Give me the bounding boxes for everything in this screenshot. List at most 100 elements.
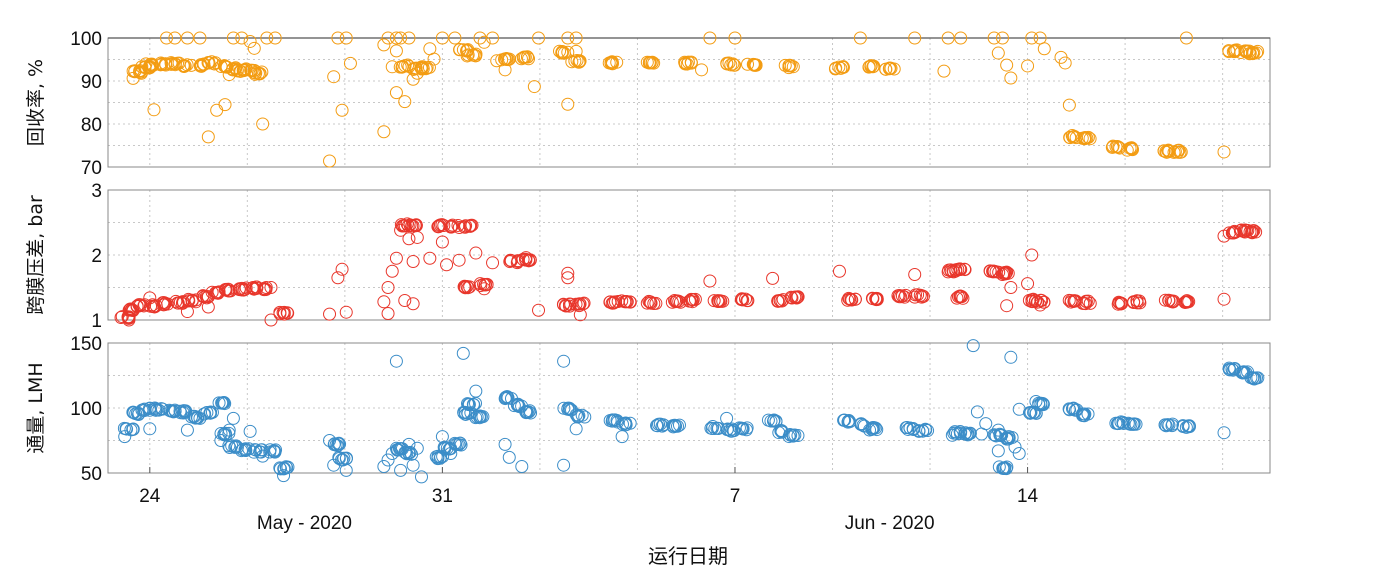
- y-tick-label: 80: [81, 115, 102, 136]
- data-point: [1012, 402, 1026, 416]
- data-point: [995, 31, 1009, 45]
- data-point: [784, 428, 798, 442]
- data-point: [532, 303, 546, 317]
- data-point: [784, 290, 798, 304]
- data-point-cluster: [1032, 396, 1050, 412]
- data-point-cluster: [615, 416, 637, 432]
- data-point-cluster: [951, 262, 972, 277]
- data-point: [332, 450, 346, 464]
- data-point: [407, 62, 421, 76]
- data-point-cluster: [992, 460, 1014, 476]
- data-point: [1126, 417, 1140, 431]
- data-point: [828, 62, 842, 76]
- data-point: [1250, 371, 1264, 385]
- data-point: [444, 219, 458, 233]
- data-point-cluster: [682, 292, 702, 309]
- data-point: [486, 256, 500, 270]
- data-point: [519, 405, 533, 419]
- data-point: [385, 264, 399, 278]
- data-point: [991, 444, 1005, 458]
- data-point: [323, 434, 337, 447]
- data-point: [782, 59, 796, 73]
- data-point: [979, 417, 993, 431]
- data-point: [726, 57, 740, 71]
- data-point: [1181, 419, 1195, 433]
- data-point: [643, 55, 657, 69]
- data-point: [1179, 420, 1193, 434]
- data-point: [222, 423, 236, 437]
- data-point: [561, 45, 575, 59]
- data-point: [215, 396, 229, 410]
- data-point-cluster: [1243, 44, 1265, 61]
- data-point: [1127, 296, 1141, 310]
- data-point-cluster: [557, 401, 579, 417]
- data-point: [739, 423, 753, 437]
- panel-frame-flux: [107, 342, 1271, 474]
- data-point: [970, 405, 984, 419]
- data-point: [1180, 294, 1194, 308]
- data-point: [615, 430, 629, 444]
- data-point-cluster: [1158, 417, 1180, 433]
- data-point: [189, 411, 203, 425]
- data-point-cluster: [640, 294, 663, 311]
- data-point-cluster: [950, 289, 970, 305]
- data-point: [223, 440, 237, 454]
- data-point: [389, 44, 403, 58]
- data-point: [331, 437, 345, 451]
- data-point: [377, 125, 391, 139]
- data-point: [343, 56, 357, 70]
- data-point: [903, 421, 917, 435]
- data-point: [668, 419, 682, 433]
- data-point: [406, 255, 420, 268]
- data-point: [915, 290, 929, 304]
- data-point: [557, 354, 571, 368]
- data-point: [706, 420, 720, 434]
- data-point-cluster: [448, 436, 468, 452]
- data-point: [749, 58, 763, 72]
- data-point: [937, 64, 951, 78]
- data-point: [118, 430, 132, 444]
- data-point: [201, 130, 215, 144]
- data-point-cluster: [732, 421, 754, 437]
- x-month-label: Jun - 2020: [845, 513, 935, 534]
- data-point: [605, 56, 619, 70]
- data-point: [452, 253, 466, 267]
- data-point: [997, 266, 1011, 280]
- data-point: [577, 296, 591, 310]
- data-point: [201, 300, 215, 314]
- data-point-cluster: [1167, 143, 1188, 159]
- data-point: [401, 219, 415, 233]
- data-point-cluster: [841, 291, 862, 307]
- data-point: [1065, 128, 1079, 142]
- data-point: [555, 46, 569, 60]
- data-point: [1065, 402, 1079, 416]
- data-point: [713, 294, 727, 308]
- data-point: [684, 292, 698, 306]
- data-point: [435, 235, 449, 249]
- data-point: [619, 416, 633, 430]
- data-point: [250, 280, 264, 294]
- data-point: [954, 31, 968, 45]
- data-point: [458, 405, 472, 419]
- data-point: [519, 251, 533, 265]
- data-point-cluster: [1176, 419, 1196, 434]
- data-point: [573, 297, 587, 311]
- data-point-cluster: [1076, 294, 1097, 311]
- data-point: [394, 463, 408, 477]
- data-point: [1002, 430, 1016, 444]
- data-point-cluster: [771, 293, 790, 308]
- data-point: [714, 294, 728, 308]
- data-point: [953, 289, 967, 303]
- data-point: [735, 422, 749, 436]
- data-point-cluster: [193, 57, 211, 73]
- data-point: [766, 271, 780, 285]
- data-point: [389, 86, 403, 100]
- grid-layer: [108, 37, 1270, 474]
- data-point: [1161, 418, 1175, 432]
- data-point: [678, 57, 692, 71]
- data-point: [869, 292, 883, 306]
- data-point: [402, 31, 416, 45]
- data-point-cluster: [761, 413, 783, 429]
- data-point: [247, 41, 261, 55]
- data-point: [1062, 402, 1076, 416]
